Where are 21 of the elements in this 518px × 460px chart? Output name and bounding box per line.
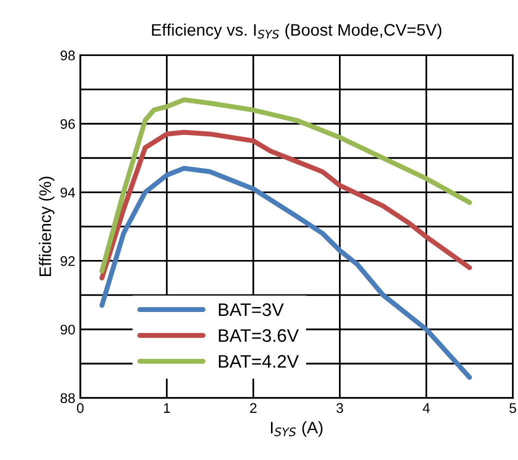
y-axis-title: Efficiency (%) [38, 176, 54, 276]
chart-title: Efficiency vs. I$_{SYS}$ (Boost Mode,CV=5V) [152, 24, 442, 40]
x-tick-label: 2 [250, 403, 256, 413]
y-tick-label: 92 [60, 256, 75, 266]
y-tick-label: 96 [60, 119, 75, 129]
x-tick-label: 5 [510, 403, 516, 413]
x-axis-title: I$_{SYS}$ (A) [271, 421, 322, 437]
y-tick-label: 90 [60, 324, 75, 335]
x-tick-label: 0 [76, 403, 84, 413]
line-series [99, 130, 472, 280]
line-series [99, 97, 472, 274]
legend-label: BAT=3V [218, 303, 284, 316]
y-tick-label: 94 [60, 188, 76, 198]
line-series [99, 166, 472, 380]
x-tick-label: 1 [164, 403, 170, 413]
y-tick-label: 98 [60, 50, 75, 60]
y-tick-label: 88 [60, 393, 75, 404]
x-tick-label: 3 [336, 403, 344, 413]
legend-label: BAT=4.2V [218, 355, 299, 368]
x-tick-label: 4 [422, 403, 430, 413]
legend-label: BAT=3.6V [218, 329, 299, 342]
